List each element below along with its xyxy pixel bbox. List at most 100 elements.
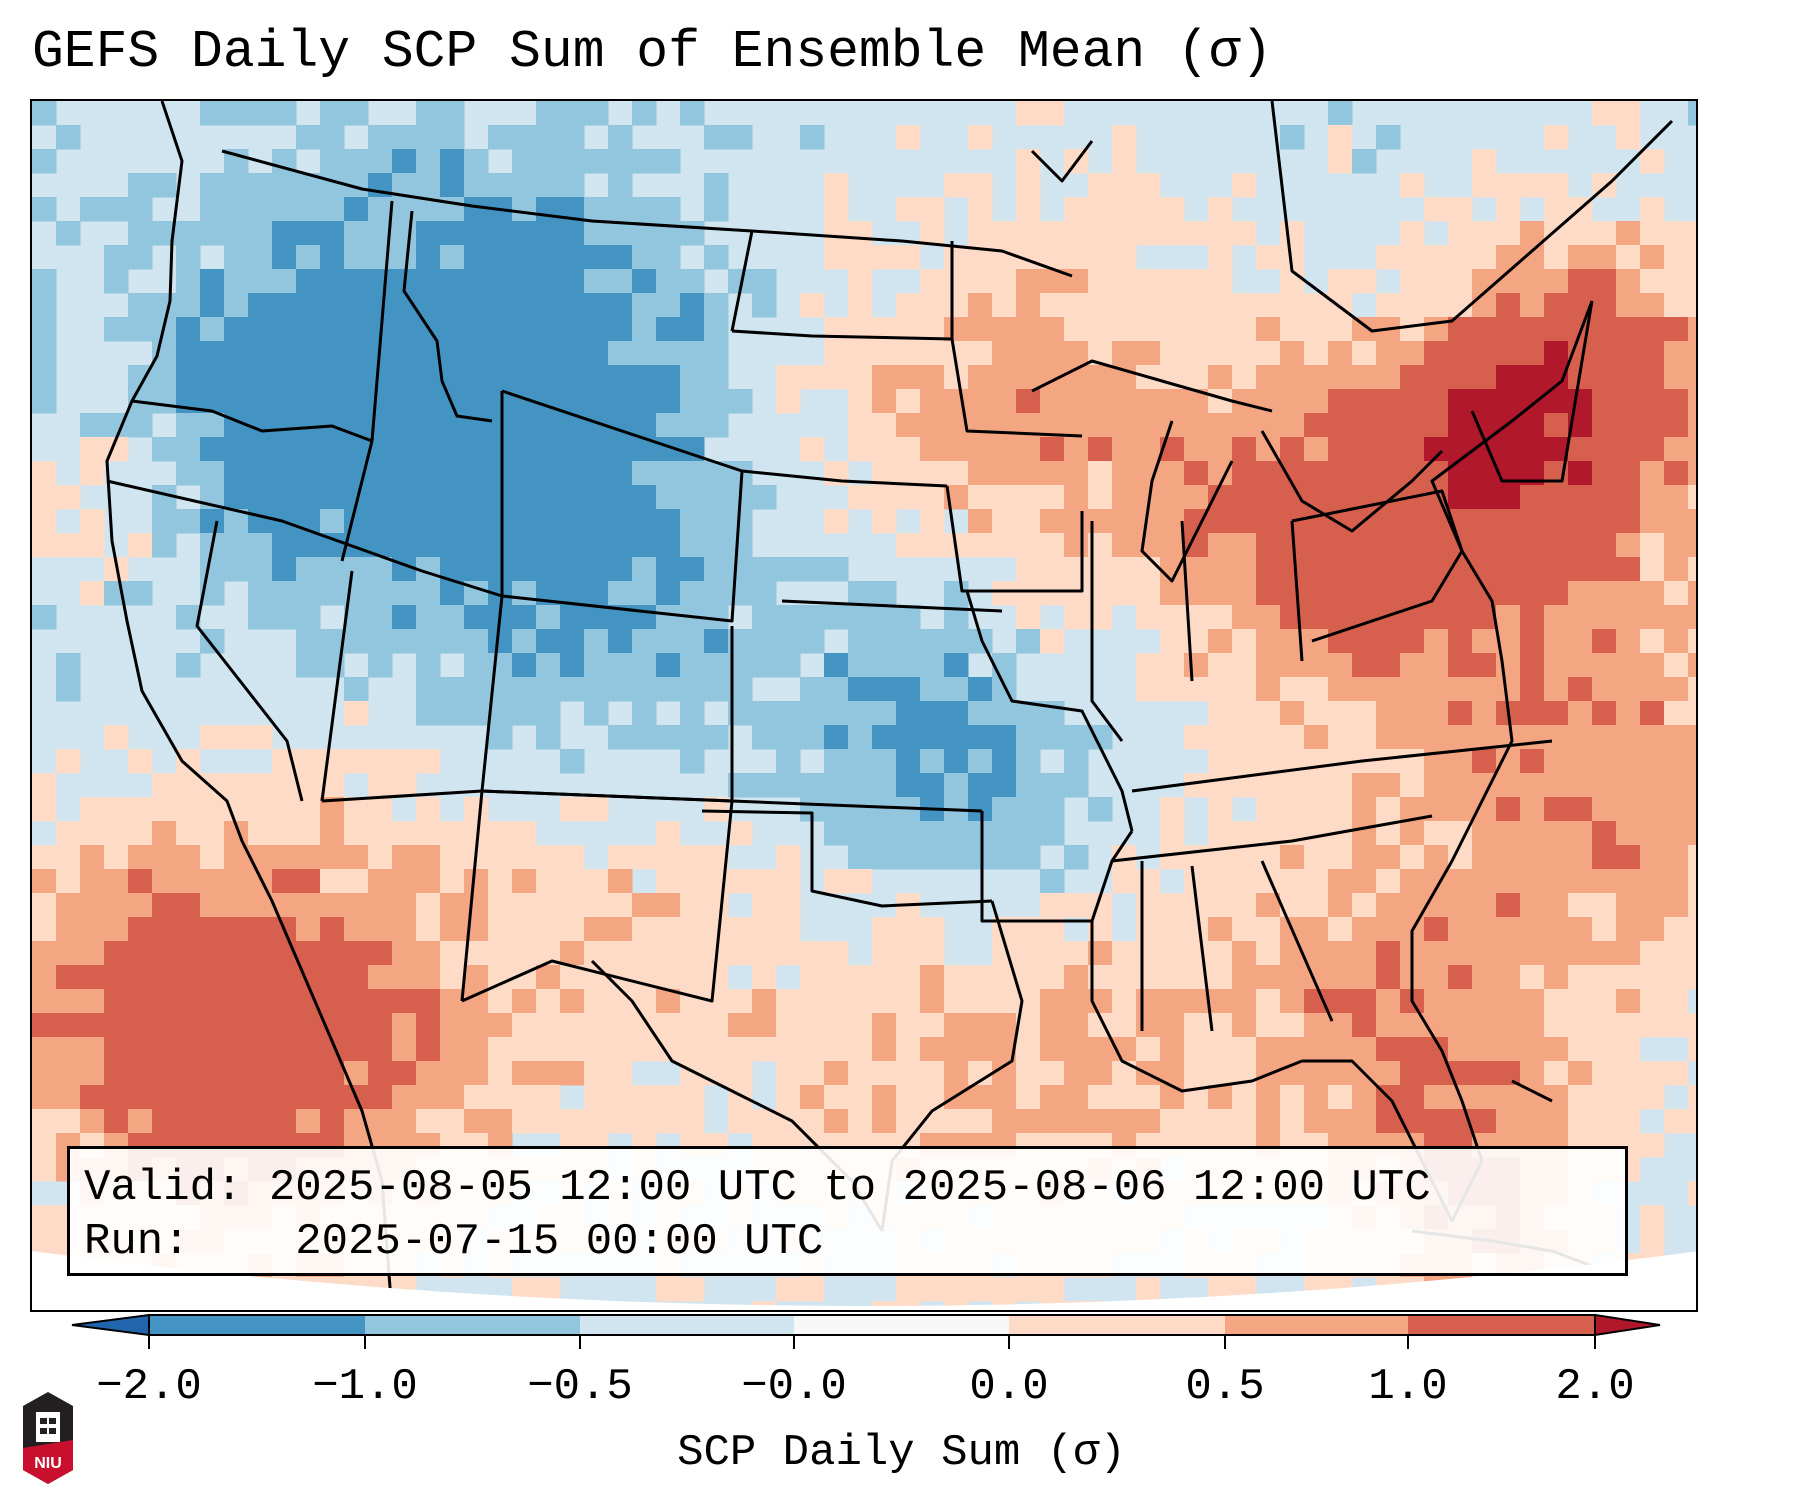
grid-cell [176,413,201,438]
grid-cell [1016,845,1041,870]
grid-cell [704,125,729,150]
grid-cell [1352,773,1377,798]
grid-cell [392,341,417,366]
grid-cell [200,1085,225,1110]
grid-cell [176,821,201,846]
grid-cell [1496,989,1521,1014]
grid-cell [608,1061,633,1086]
grid-cell [1664,437,1689,462]
grid-cell [1520,413,1545,438]
grid-cell [440,533,465,558]
grid-cell [32,293,57,318]
grid-cell [296,1061,321,1086]
grid-cell [248,341,273,366]
grid-cell [392,389,417,414]
grid-cell [440,965,465,990]
grid-cell [1400,773,1425,798]
grid-cell [368,749,393,774]
grid-cell [848,989,873,1014]
grid-cell [1160,293,1185,318]
grid-cell [632,677,657,702]
grid-cell [680,1061,705,1086]
grid-cell [992,269,1017,294]
grid-cell [1472,917,1497,942]
grid-cell [1112,245,1137,270]
grid-cell [80,1109,105,1134]
grid-cell [872,1301,897,1310]
grid-cell [80,413,105,438]
grid-cell [632,917,657,942]
grid-cell [656,485,681,510]
grid-cell [512,509,537,534]
grid-cell [1232,965,1257,990]
grid-cell [1664,389,1689,414]
grid-cell [1088,1061,1113,1086]
grid-cell [1496,557,1521,582]
grid-cell [1328,125,1353,150]
grid-cell [584,605,609,630]
grid-cell [368,149,393,174]
grid-cell [1064,1085,1089,1110]
grid-cell [464,605,489,630]
grid-cell [464,1109,489,1134]
grid-cell [176,1013,201,1038]
grid-cell [1040,293,1065,318]
grid-cell [1256,245,1281,270]
grid-cell [680,653,705,678]
grid-cell [1160,413,1185,438]
grid-cell [776,1085,801,1110]
grid-cell [1328,677,1353,702]
grid-cell [1592,1109,1617,1134]
grid-cell [1544,869,1569,894]
grid-cell [800,1037,825,1062]
grid-cell [1280,701,1305,726]
grid-cell [416,221,441,246]
grid-cell [56,989,81,1014]
grid-cell [872,1109,897,1134]
grid-cell [1040,869,1065,894]
grid-cell [296,221,321,246]
grid-cell [1088,317,1113,342]
grid-cell [536,125,561,150]
grid-cell [128,869,153,894]
grid-cell [272,965,297,990]
grid-cell [1136,341,1161,366]
grid-cell [1184,269,1209,294]
grid-cell [368,509,393,534]
grid-cell [1592,581,1617,606]
grid-cell [80,461,105,486]
grid-cell [1520,749,1545,774]
grid-cell [464,461,489,486]
grid-cell [200,221,225,246]
grid-cell [1544,797,1569,822]
grid-cell [1064,341,1089,366]
grid-cell [1592,773,1617,798]
grid-cell [440,341,465,366]
grid-cell [1208,677,1233,702]
grid-cell [1160,1013,1185,1038]
grid-cell [848,221,873,246]
grid-cell [848,1085,873,1110]
grid-cell [224,317,249,342]
grid-cell [680,1109,705,1134]
grid-cell [1640,749,1665,774]
grid-cell [1688,653,1696,678]
grid-cell [1640,293,1665,318]
grid-cell [584,101,609,126]
grid-cell [272,893,297,918]
grid-cell [248,461,273,486]
grid-cell [416,797,441,822]
grid-cell [1616,941,1641,966]
grid-cell [440,149,465,174]
grid-cell [176,317,201,342]
grid-cell [968,461,993,486]
grid-cell [752,605,777,630]
grid-cell [608,677,633,702]
grid-cell [152,821,177,846]
grid-cell [80,989,105,1014]
grid-cell [248,1037,273,1062]
grid-cell [824,605,849,630]
grid-cell [1664,653,1689,678]
grid-cell [344,1013,369,1038]
grid-cell [248,245,273,270]
